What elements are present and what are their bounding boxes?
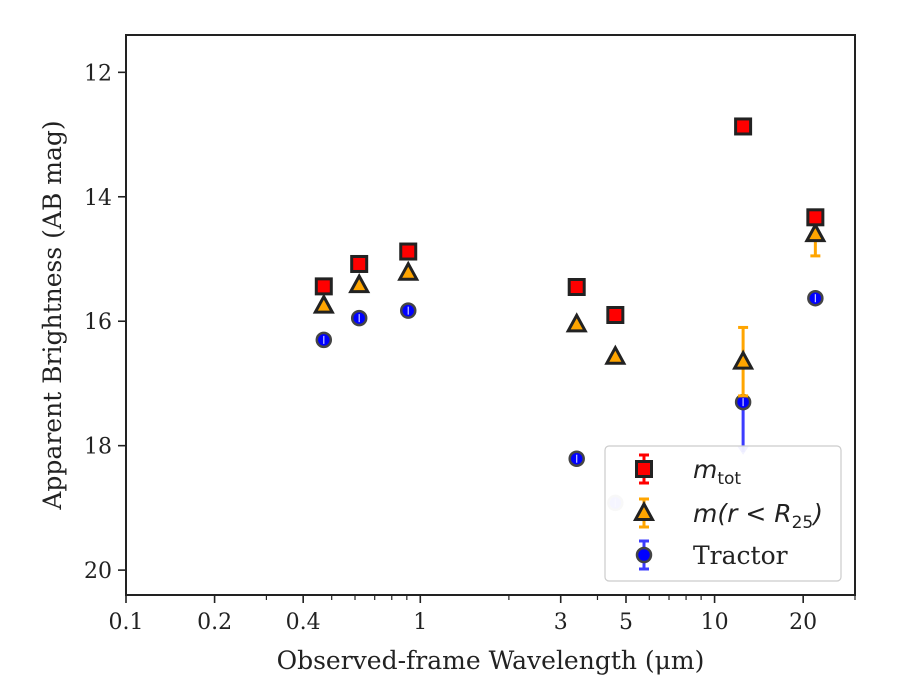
data-point	[348, 273, 371, 294]
data-point	[314, 277, 333, 296]
x-tick-label: 0.4	[286, 610, 321, 635]
x-tick-label: 5	[619, 610, 633, 635]
legend-label-base: Tractor	[693, 541, 788, 570]
legend-label-suffix: )	[811, 499, 823, 528]
legend-marker-circle-icon	[635, 546, 653, 564]
legend-label-sub: 25	[792, 513, 814, 533]
legend-marker-square-icon	[635, 460, 653, 478]
x-tick-label: 3	[554, 610, 568, 635]
x-axis-label: Observed-frame Wavelength (μm)	[277, 646, 705, 675]
data-point	[734, 117, 753, 136]
data-point	[399, 242, 418, 261]
data-point	[604, 344, 627, 365]
legend: mtot m(r < R25) Tractor	[604, 445, 842, 582]
y-tick-label: 14	[84, 186, 112, 211]
legend-marker-triangle-icon	[632, 500, 656, 521]
legend-item-tractor: Tractor	[635, 539, 788, 571]
plot-frame	[125, 34, 856, 596]
legend-label-base: m	[693, 455, 717, 484]
y-tick-label: 16	[84, 310, 112, 335]
y-tick-label: 20	[84, 559, 112, 584]
x-tick-label: 1	[413, 610, 427, 635]
x-tick-label: 10	[701, 610, 729, 635]
data-point	[350, 254, 369, 273]
legend-label-sub: tot	[717, 469, 741, 489]
legend-item-m_tot: mtot	[635, 453, 741, 489]
data-point	[806, 208, 825, 227]
x-tick-label: 20	[789, 610, 817, 635]
legend-item-m_r_R25: m(r < R25)	[632, 497, 823, 533]
x-tick-label: 0.1	[109, 610, 144, 635]
axes: 0.1 0.2 0.4 1 3 5 10 20 12 14 16 18 20	[84, 61, 856, 635]
legend-label: m(r < R25)	[693, 499, 823, 533]
x-tick-label: 0.2	[197, 610, 232, 635]
y-axis-label: Apparent Brightness (AB mag)	[38, 120, 67, 510]
data-point	[606, 306, 625, 324]
legend-label: Tractor	[693, 541, 788, 570]
y-tick-label: 12	[84, 61, 112, 86]
y-tick-label: 18	[84, 435, 112, 460]
data-point	[565, 312, 588, 333]
legend-box	[604, 445, 842, 582]
data-point	[312, 293, 335, 314]
series-triangle	[312, 210, 827, 398]
legend-label-base: m(r < R	[693, 499, 792, 528]
data-point	[732, 349, 755, 370]
data-point	[567, 278, 586, 296]
plot-border	[125, 34, 856, 596]
series-square	[314, 117, 825, 324]
data-point	[804, 221, 827, 243]
data-point	[397, 260, 420, 281]
legend-label: mtot	[693, 455, 741, 489]
